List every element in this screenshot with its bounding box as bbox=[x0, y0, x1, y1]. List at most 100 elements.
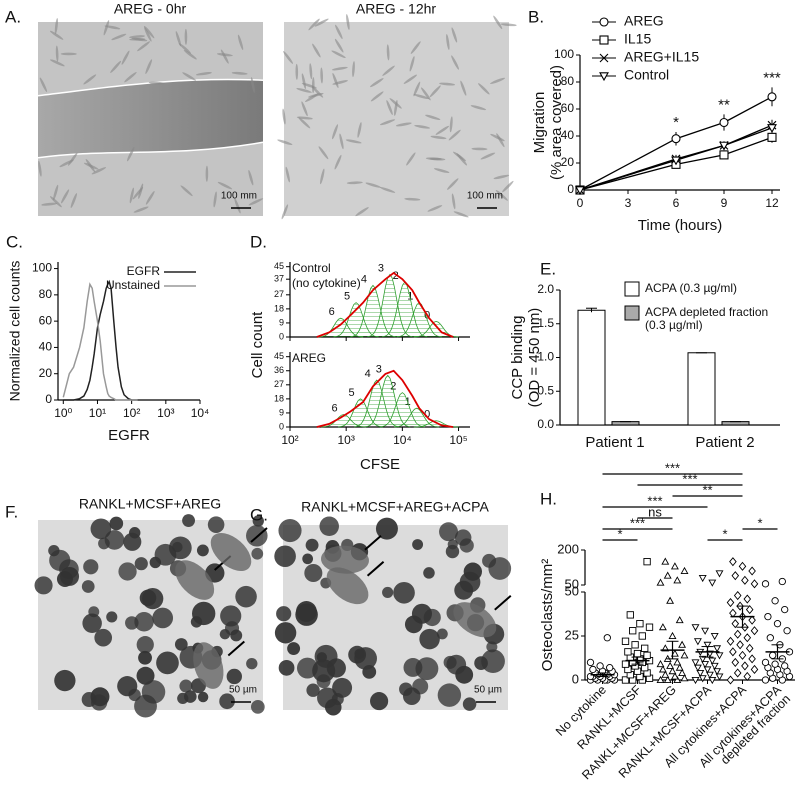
data-point bbox=[680, 674, 689, 682]
generation-label: 4 bbox=[361, 273, 367, 285]
cell bbox=[459, 538, 474, 553]
data-point bbox=[666, 596, 675, 604]
cell bbox=[49, 196, 62, 208]
cell bbox=[355, 207, 369, 217]
data-point bbox=[621, 676, 630, 684]
data-point bbox=[781, 662, 789, 670]
data-point bbox=[638, 632, 646, 640]
cell bbox=[439, 522, 458, 542]
cell bbox=[295, 63, 299, 80]
cell bbox=[38, 160, 42, 177]
data-point bbox=[671, 134, 681, 144]
bar bbox=[577, 309, 606, 426]
cell bbox=[248, 198, 264, 206]
y-tick-label: 2.0 bbox=[537, 282, 554, 296]
cell bbox=[365, 182, 381, 188]
data-point bbox=[673, 658, 682, 666]
cell bbox=[357, 122, 362, 138]
cell bbox=[446, 34, 450, 50]
cell bbox=[55, 45, 59, 62]
panel-label: E. bbox=[540, 259, 556, 278]
data-point bbox=[661, 557, 670, 565]
cell bbox=[283, 51, 294, 64]
cell bbox=[274, 545, 296, 568]
data-point bbox=[767, 92, 777, 102]
data-point bbox=[631, 641, 639, 649]
cell bbox=[437, 683, 462, 707]
data-point bbox=[733, 629, 742, 639]
cell bbox=[219, 693, 235, 710]
cell bbox=[394, 100, 398, 116]
data-point bbox=[743, 594, 752, 604]
cell bbox=[274, 622, 297, 644]
cell bbox=[180, 185, 193, 197]
cell bbox=[183, 49, 197, 60]
cell bbox=[70, 193, 78, 208]
series-line bbox=[579, 127, 773, 191]
cell bbox=[430, 135, 447, 140]
x-tick-label: 6 bbox=[673, 196, 680, 210]
generation-label: 2 bbox=[390, 381, 396, 393]
cell bbox=[502, 180, 514, 193]
generation-label: 5 bbox=[344, 291, 350, 303]
cell bbox=[295, 601, 317, 622]
cell bbox=[282, 108, 286, 125]
subplot-label: Control bbox=[292, 261, 331, 275]
data-point bbox=[575, 186, 585, 196]
cell bbox=[207, 516, 225, 533]
generation-label: 4 bbox=[365, 368, 371, 380]
cell bbox=[138, 650, 152, 665]
data-point bbox=[643, 651, 651, 660]
panel-label: C. bbox=[6, 232, 23, 251]
cell bbox=[480, 152, 496, 160]
data-point bbox=[766, 634, 774, 642]
legend-label: Unstained bbox=[106, 278, 160, 292]
legend-marker bbox=[599, 17, 609, 27]
cell bbox=[453, 211, 469, 218]
data-point bbox=[673, 675, 682, 684]
y-tick-label: 50 bbox=[565, 576, 579, 591]
y-tick-label: 100 bbox=[32, 261, 52, 275]
cell bbox=[345, 139, 362, 144]
y-tick-label: 36 bbox=[274, 365, 284, 375]
cell bbox=[419, 628, 440, 650]
cell bbox=[451, 193, 456, 210]
y-tick-label: 200 bbox=[557, 541, 579, 556]
data-point bbox=[733, 668, 742, 678]
panel-label: B. bbox=[528, 7, 544, 26]
data-point bbox=[781, 605, 789, 614]
cell bbox=[312, 43, 321, 58]
cell bbox=[111, 33, 127, 41]
x-tick-label: 10⁴ bbox=[393, 433, 412, 447]
cell bbox=[324, 698, 342, 716]
cell bbox=[433, 168, 450, 173]
data-point bbox=[708, 657, 717, 665]
data-point bbox=[658, 665, 667, 673]
cell bbox=[459, 571, 481, 593]
cell bbox=[379, 119, 396, 126]
cell bbox=[132, 187, 144, 200]
cell bbox=[182, 514, 195, 527]
cell bbox=[230, 629, 243, 642]
data-point bbox=[641, 644, 649, 652]
panel-label: H. bbox=[540, 489, 557, 508]
data-point bbox=[741, 575, 749, 585]
data-point bbox=[748, 654, 756, 664]
data-point bbox=[778, 577, 786, 586]
data-point bbox=[719, 117, 729, 128]
y-axis-label: CCP binding bbox=[509, 316, 526, 400]
cell bbox=[124, 72, 137, 83]
cell bbox=[316, 652, 327, 663]
cell bbox=[298, 117, 311, 129]
y-tick-label: 1.0 bbox=[537, 350, 554, 364]
y-tick-label: 40 bbox=[561, 128, 575, 142]
cell bbox=[250, 700, 265, 714]
cell bbox=[451, 27, 458, 43]
generation-label: 6 bbox=[332, 402, 338, 414]
cell bbox=[453, 151, 467, 162]
data-point bbox=[715, 652, 724, 660]
legend-label: AREG bbox=[624, 13, 664, 29]
cell bbox=[375, 517, 398, 540]
y-tick-label: 60 bbox=[39, 313, 53, 327]
data-point bbox=[701, 627, 710, 635]
